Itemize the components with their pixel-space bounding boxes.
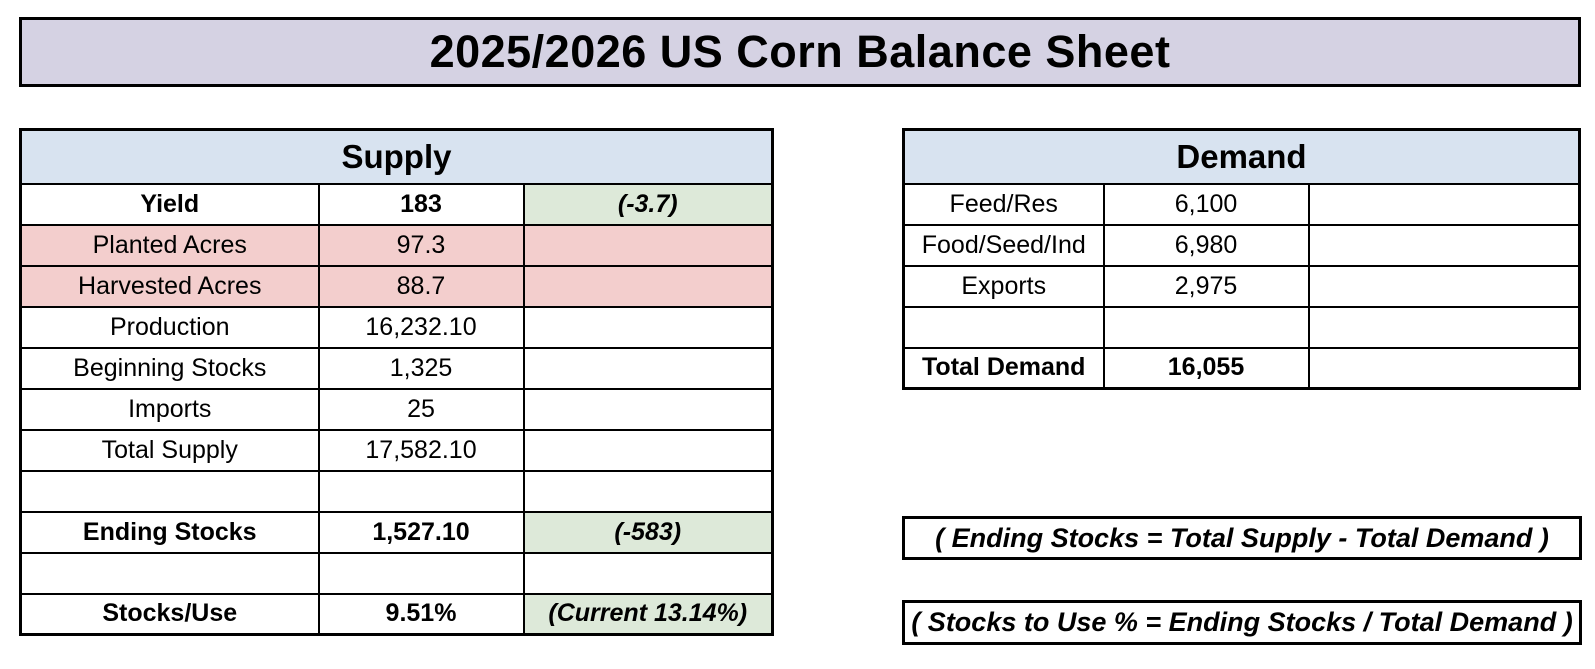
row-value-cell[interactable]: 9.51% [317, 592, 525, 636]
row-label-cell[interactable]: Stocks/Use [19, 592, 320, 636]
row-value-cell[interactable]: 6,100 [1102, 182, 1310, 226]
table-row: Total Supply 17,582.10 [19, 428, 774, 472]
row-value-cell[interactable]: 6,980 [1102, 223, 1310, 267]
demand-table: Demand Feed/Res 6,100 Food/Seed/Ind 6,98… [902, 128, 1581, 390]
formula-box-stocks-to-use[interactable]: ( Stocks to Use % = Ending Stocks / Tota… [902, 600, 1582, 645]
row-note-cell[interactable] [522, 428, 774, 472]
row-value-cell[interactable] [1102, 305, 1310, 349]
row-note-cell[interactable] [1307, 346, 1581, 390]
row-note-cell[interactable]: (-583) [522, 510, 774, 554]
row-label-cell[interactable]: Total Supply [19, 428, 320, 472]
row-value-cell[interactable] [317, 469, 525, 513]
table-row-empty [19, 551, 774, 595]
table-row: Yield 183 (-3.7) [19, 182, 774, 226]
row-value-cell[interactable]: 1,325 [317, 346, 525, 390]
row-label-cell[interactable]: Total Demand [902, 346, 1105, 390]
row-note-cell[interactable] [522, 551, 774, 595]
supply-header-cell[interactable]: Supply [19, 128, 774, 185]
row-label-cell[interactable]: Imports [19, 387, 320, 431]
table-row: Harvested Acres 88.7 [19, 264, 774, 308]
row-label-cell[interactable] [19, 551, 320, 595]
table-row-empty [902, 305, 1581, 349]
table-row-empty [19, 469, 774, 513]
table-row: Exports 2,975 [902, 264, 1581, 308]
row-label-cell[interactable]: Beginning Stocks [19, 346, 320, 390]
row-note-cell[interactable] [522, 469, 774, 513]
row-label-cell[interactable]: Exports [902, 264, 1105, 308]
row-label-cell[interactable]: Planted Acres [19, 223, 320, 267]
row-value-cell[interactable]: 2,975 [1102, 264, 1310, 308]
row-note-cell[interactable] [1307, 182, 1581, 226]
supply-table: Supply Yield 183 (-3.7) Planted Acres 97… [19, 128, 774, 636]
row-value-cell[interactable]: 16,055 [1102, 346, 1310, 390]
table-row: Ending Stocks 1,527.10 (-583) [19, 510, 774, 554]
row-label-cell[interactable]: Food/Seed/Ind [902, 223, 1105, 267]
row-value-cell[interactable] [317, 551, 525, 595]
row-label-cell[interactable] [902, 305, 1105, 349]
row-note-cell[interactable] [522, 305, 774, 349]
row-label-cell[interactable] [19, 469, 320, 513]
row-note-cell[interactable] [1307, 264, 1581, 308]
row-value-cell[interactable]: 97.3 [317, 223, 525, 267]
row-value-cell[interactable]: 183 [317, 182, 525, 226]
table-row: Imports 25 [19, 387, 774, 431]
row-note-cell[interactable] [1307, 305, 1581, 349]
formula-box-ending-stocks[interactable]: ( Ending Stocks = Total Supply - Total D… [902, 516, 1582, 560]
row-label-cell[interactable]: Harvested Acres [19, 264, 320, 308]
table-header-row: Demand [902, 128, 1581, 185]
table-row: Total Demand 16,055 [902, 346, 1581, 390]
row-note-cell[interactable] [522, 264, 774, 308]
row-value-cell[interactable]: 1,527.10 [317, 510, 525, 554]
row-label-cell[interactable]: Production [19, 305, 320, 349]
row-note-cell[interactable] [1307, 223, 1581, 267]
row-note-cell[interactable] [522, 223, 774, 267]
row-value-cell[interactable]: 88.7 [317, 264, 525, 308]
row-value-cell[interactable]: 17,582.10 [317, 428, 525, 472]
demand-header-cell[interactable]: Demand [902, 128, 1581, 185]
table-row: Planted Acres 97.3 [19, 223, 774, 267]
row-note-cell[interactable]: (Current 13.14%) [522, 592, 774, 636]
row-label-cell[interactable]: Ending Stocks [19, 510, 320, 554]
table-row: Production 16,232.10 [19, 305, 774, 349]
table-header-row: Supply [19, 128, 774, 185]
table-row: Beginning Stocks 1,325 [19, 346, 774, 390]
table-row: Food/Seed/Ind 6,980 [902, 223, 1581, 267]
row-label-cell[interactable]: Yield [19, 182, 320, 226]
row-note-cell[interactable] [522, 387, 774, 431]
row-label-cell[interactable]: Feed/Res [902, 182, 1105, 226]
sheet-title[interactable]: 2025/2026 US Corn Balance Sheet [19, 17, 1581, 87]
row-note-cell[interactable] [522, 346, 774, 390]
row-note-cell[interactable]: (-3.7) [522, 182, 774, 226]
table-row: Stocks/Use 9.51% (Current 13.14%) [19, 592, 774, 636]
row-value-cell[interactable]: 25 [317, 387, 525, 431]
table-row: Feed/Res 6,100 [902, 182, 1581, 226]
row-value-cell[interactable]: 16,232.10 [317, 305, 525, 349]
